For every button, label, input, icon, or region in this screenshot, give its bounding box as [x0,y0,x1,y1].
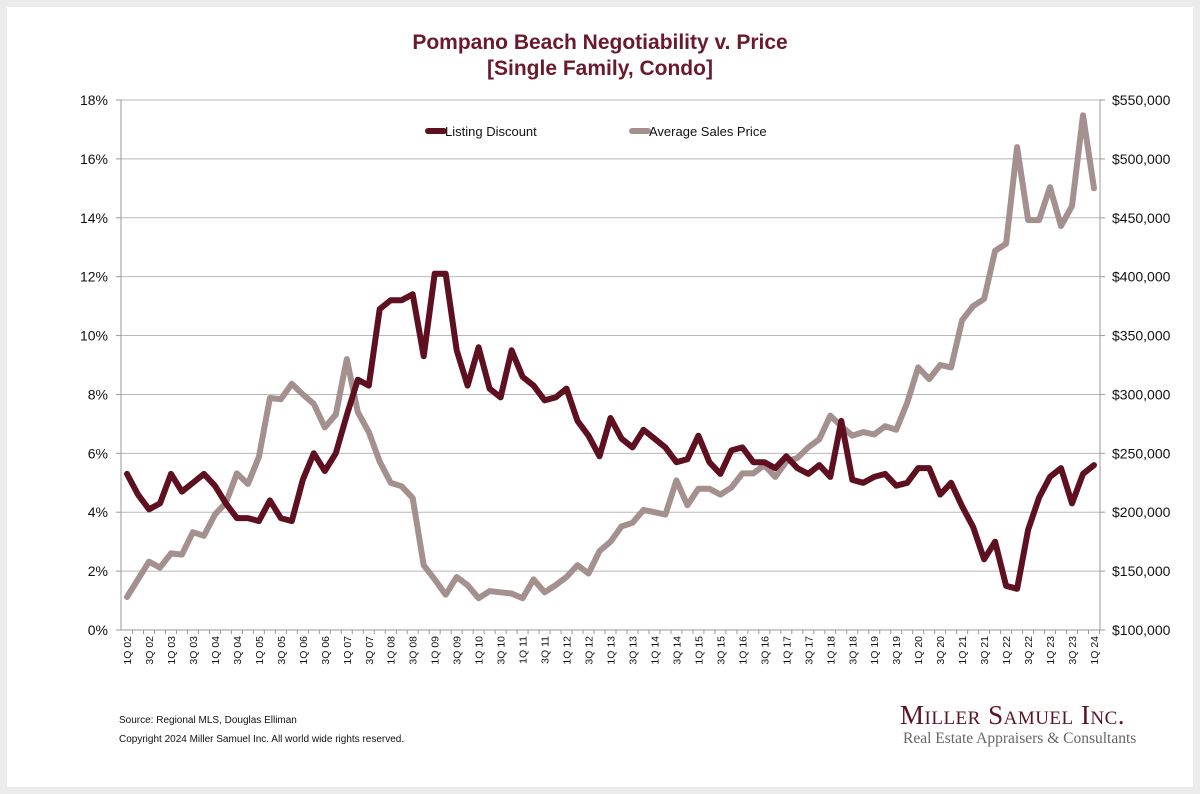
x-tick-label: 1Q 02 [122,636,134,665]
chart-title-main: Pompano Beach Negotiability v. Price [412,31,788,54]
y-left-tick-label: 16% [80,151,108,167]
x-tick-label: 1Q 09 [430,636,442,665]
x-tick-label: 3Q 20 [935,636,947,665]
source-note: Source: Regional MLS, Douglas Elliman [119,715,297,726]
x-tick-label: 1Q 13 [606,636,618,665]
y-left-tick-label: 0% [88,622,108,638]
x-tick-label: 3Q 18 [847,636,859,665]
x-tick-label: 3Q 21 [979,636,991,665]
logo-company-name: Miller Samuel Inc. [900,700,1126,730]
y-left-tick-label: 18% [80,92,108,108]
logo-tagline: Real Estate Appraisers & Consultants [903,730,1137,747]
y-left-tick-label: 8% [88,386,108,402]
y-left-tick-label: 14% [80,210,108,226]
chart-title: Pompano Beach Negotiability v. Price [Si… [0,30,1200,82]
x-tick-label: 1Q 21 [957,636,969,665]
y-right-tick-label: $300,000 [1112,386,1171,402]
x-tick-label: 1Q 15 [693,636,705,665]
x-tick-label: 3Q 22 [1023,636,1035,665]
y-left-tick-label: 6% [88,445,108,461]
y-right-tick-label: $400,000 [1112,269,1171,285]
legend-label-listing-discount: Listing Discount [445,124,537,139]
x-tick-label: 3Q 08 [408,636,420,665]
x-tick-label: 1Q 08 [386,636,398,665]
x-tick-label: 3Q 12 [584,636,596,665]
y-right-tick-label: $200,000 [1112,504,1171,520]
x-tick-label: 3Q 09 [452,636,464,665]
x-tick-label: 3Q 17 [803,636,815,665]
x-tick-label: 1Q 19 [869,636,881,665]
x-tick-label: 1Q 18 [825,636,837,665]
x-tick-label: 1Q 07 [342,636,354,665]
x-tick-label: 3Q 03 [188,636,200,665]
average-sales-price-line [124,112,1097,602]
x-tick-label: 3Q 19 [891,636,903,665]
x-tick-label: 3Q 10 [496,636,508,665]
x-tick-label: 3Q 06 [320,636,332,665]
x-tick-label: 1Q 03 [166,636,178,665]
y-right-tick-label: $100,000 [1112,622,1171,638]
x-tick-label: 3Q 14 [671,636,683,665]
y-left-tick-label: 12% [80,269,108,285]
x-tick-label: 1Q 20 [913,636,925,665]
x-tick-label: 1Q 10 [474,636,486,665]
chart-subtitle: [Single Family, Condo] [487,57,713,80]
listing-discount-line [124,270,1097,592]
x-tick-label: 3Q 02 [144,636,156,665]
y-right-tick-label: $150,000 [1112,563,1171,579]
x-tick-label: 1Q 17 [781,636,793,665]
x-tick-label: 1Q 06 [298,636,310,665]
y-right-tick-label: $450,000 [1112,210,1171,226]
x-tick-label: 1Q 14 [649,636,661,665]
x-tick-label: 3Q 07 [364,636,376,665]
x-tick-label: 1Q 16 [737,636,749,665]
x-tick-label: 3Q 23 [1067,636,1079,665]
footer-text: Source: Regional MLS, Douglas Elliman Co… [119,711,404,749]
x-tick-label: 1Q 12 [562,636,574,665]
x-tick-label: 3Q 04 [232,636,244,665]
legend-label-average-sales-price: Average Sales Price [649,124,767,139]
y-left-tick-label: 2% [88,563,108,579]
y-right-tick-label: $550,000 [1112,92,1171,108]
x-tick-label: 3Q 13 [627,636,639,665]
chart-page [7,7,1193,787]
y-left-tick-label: 4% [88,504,108,520]
x-tick-label: 1Q 05 [254,636,266,665]
company-logo: Miller Samuel Inc. Real Estate Appraiser… [900,700,1140,748]
y-left-tick-label: 10% [80,328,108,344]
y-right-tick-label: $350,000 [1112,328,1171,344]
y-right-tick-label: $500,000 [1112,151,1171,167]
x-tick-label: 1Q 11 [518,636,530,664]
x-tick-label: 1Q 23 [1045,636,1057,665]
x-tick-label: 3Q 05 [276,636,288,665]
x-tick-label: 3Q 11 [540,636,552,664]
x-tick-label: 1Q 22 [1001,636,1013,665]
x-tick-label: 3Q 15 [715,636,727,665]
y-right-tick-label: $250,000 [1112,445,1171,461]
x-tick-label: 1Q 24 [1089,636,1101,665]
copyright-note: Copyright 2024 Miller Samuel Inc. All wo… [119,734,405,745]
x-tick-label: 1Q 04 [210,636,222,665]
x-tick-label: 3Q 16 [759,636,771,665]
